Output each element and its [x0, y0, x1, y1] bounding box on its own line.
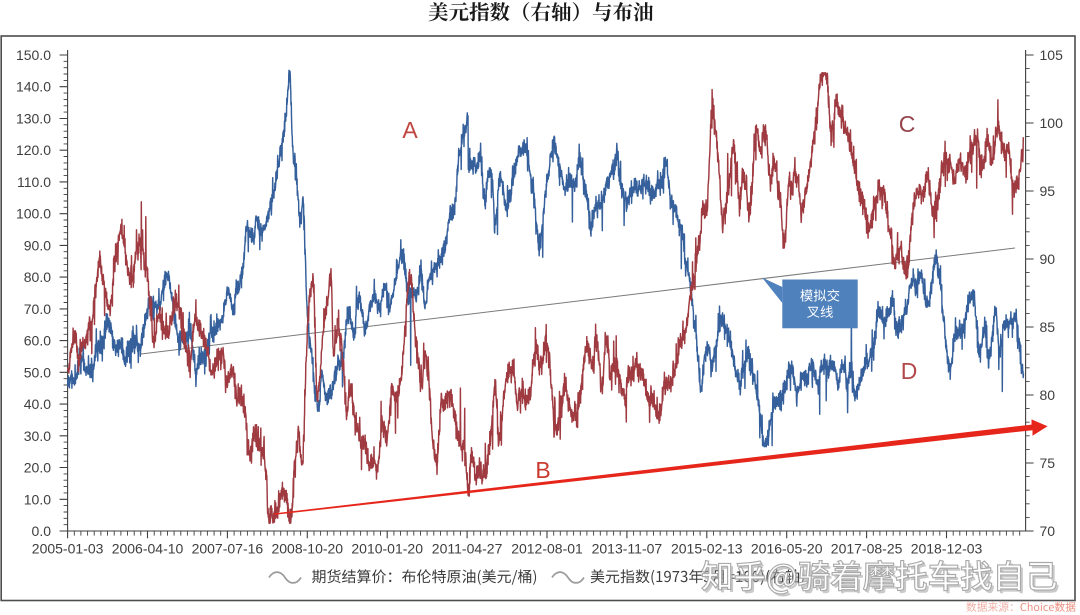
svg-text:100.0: 100.0: [16, 206, 51, 222]
svg-text:150.0: 150.0: [16, 47, 51, 63]
svg-text:2016-05-20: 2016-05-20: [751, 541, 823, 557]
svg-text:C: C: [899, 111, 916, 137]
svg-text:D: D: [901, 358, 918, 384]
svg-text:2012-08-01: 2012-08-01: [511, 541, 583, 557]
svg-text:2017-08-25: 2017-08-25: [831, 541, 903, 557]
svg-text:70: 70: [1040, 523, 1056, 539]
svg-text:80: 80: [1040, 387, 1056, 403]
svg-text:60.0: 60.0: [24, 333, 51, 349]
svg-text:2008-10-20: 2008-10-20: [271, 541, 343, 557]
svg-text:A: A: [402, 117, 418, 143]
svg-text:140.0: 140.0: [16, 79, 51, 95]
svg-text:2006-04-10: 2006-04-10: [112, 541, 184, 557]
svg-text:90: 90: [1040, 251, 1056, 267]
svg-text:130.0: 130.0: [16, 111, 51, 127]
svg-text:2011-04-27: 2011-04-27: [432, 541, 503, 557]
svg-text:105: 105: [1040, 47, 1064, 63]
svg-text:2018-12-03: 2018-12-03: [911, 541, 983, 557]
svg-text:2010-01-20: 2010-01-20: [351, 541, 423, 557]
svg-text:20.0: 20.0: [24, 460, 51, 476]
svg-text:80.0: 80.0: [24, 269, 51, 285]
svg-text:30.0: 30.0: [24, 428, 51, 444]
svg-text:B: B: [535, 457, 550, 483]
svg-text:75: 75: [1040, 455, 1056, 471]
svg-text:2015-02-13: 2015-02-13: [671, 541, 743, 557]
svg-text:10.0: 10.0: [24, 491, 51, 507]
svg-text:50.0: 50.0: [24, 364, 51, 380]
svg-text:120.0: 120.0: [16, 142, 51, 158]
svg-text:2013-11-07: 2013-11-07: [592, 541, 663, 557]
svg-text:0.0: 0.0: [32, 523, 52, 539]
svg-text:110.0: 110.0: [17, 174, 51, 190]
svg-text:2005-01-03: 2005-01-03: [32, 541, 104, 557]
svg-text:70.0: 70.0: [24, 301, 51, 317]
svg-text:90.0: 90.0: [24, 237, 51, 253]
svg-text:2007-07-16: 2007-07-16: [192, 541, 264, 557]
svg-text:85: 85: [1040, 319, 1056, 335]
svg-text:100: 100: [1040, 115, 1064, 131]
svg-text:95: 95: [1040, 183, 1056, 199]
svg-text:40.0: 40.0: [24, 396, 51, 412]
